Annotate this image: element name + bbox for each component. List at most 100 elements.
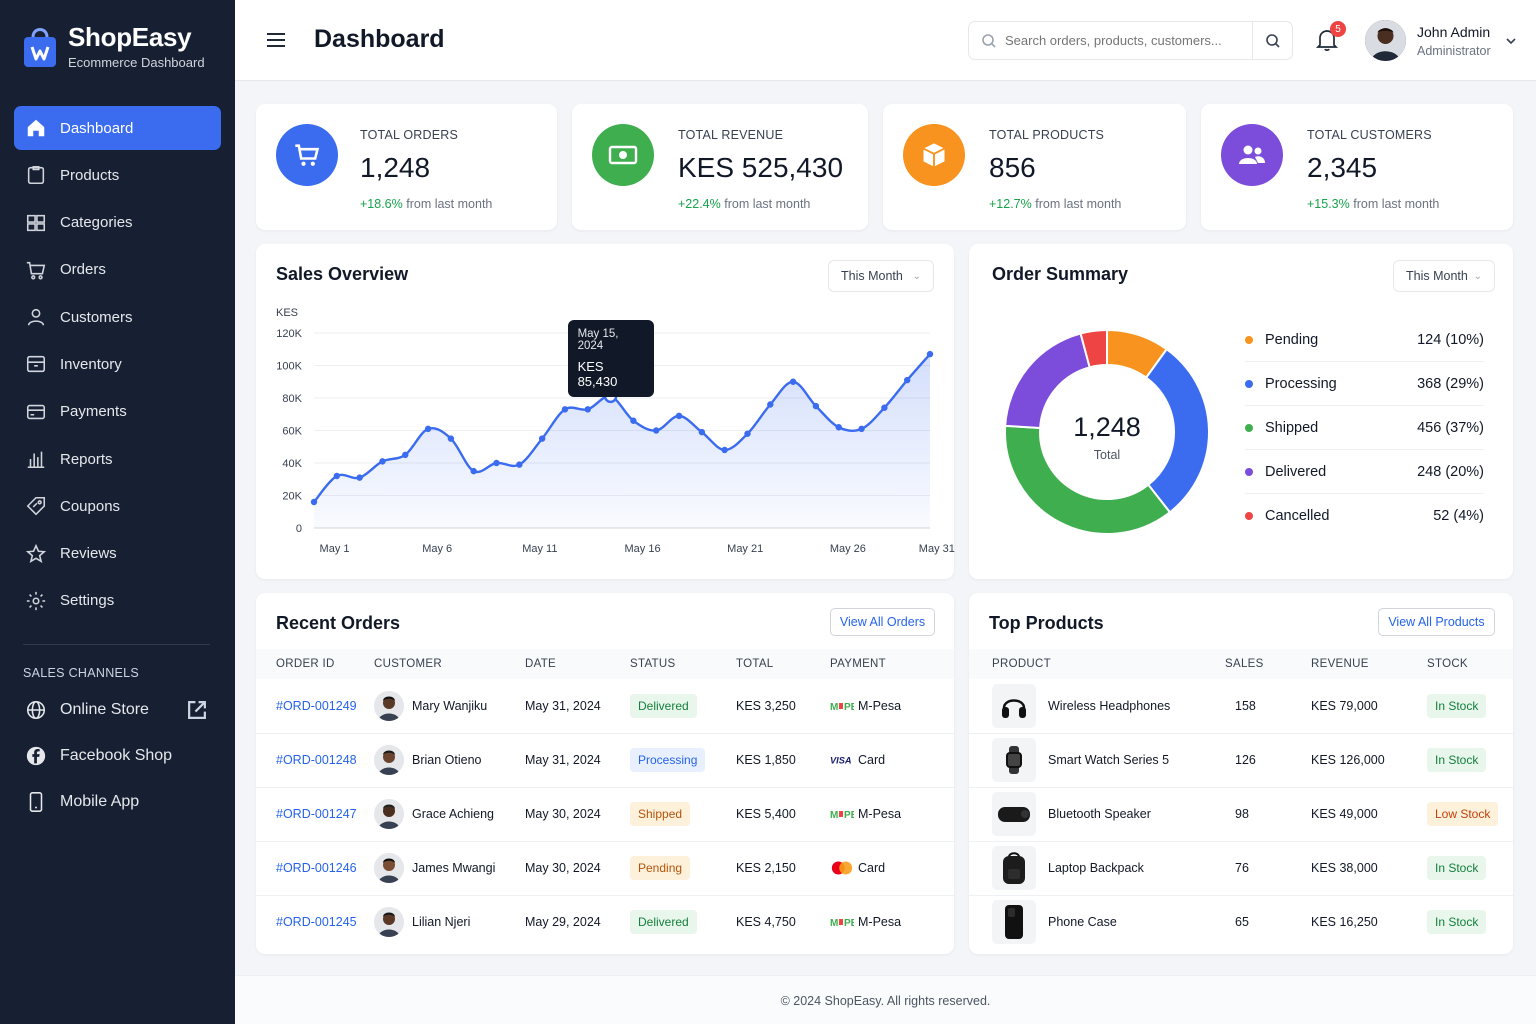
external-link-icon[interactable] (186, 699, 208, 721)
sales-overview-title: Sales Overview (276, 264, 409, 284)
y-tick-label: 0 (296, 523, 302, 535)
sidebar-item-payments[interactable]: Payments (14, 390, 221, 434)
search-button[interactable] (1252, 22, 1292, 59)
sales-chart[interactable]: KES 0 20K 40K 60K 80K 100K 120K May 1 May 6 May 11… (256, 244, 955, 579)
sidebar-item-dashboard[interactable]: Dashboard (14, 106, 221, 150)
order-range-select[interactable]: This Month ⌄ (1393, 260, 1495, 292)
y-tick-label: 80K (282, 393, 302, 405)
payment-method: Card (858, 861, 886, 875)
payment-method: M-Pesa (858, 915, 902, 930)
column-header: TOTAL (736, 649, 830, 679)
revenue-cell: KES 16,250 (1311, 915, 1378, 930)
column-header: DATE (525, 649, 630, 679)
data-point (561, 406, 569, 413)
table-row[interactable]: #ORD-001246 James Mwangi May 30, 2024 Pendi… (256, 841, 954, 896)
legend-item-shipped: Shipped 456 (37%) (1245, 406, 1484, 450)
stock-cell: In Stock (1427, 679, 1513, 734)
table-row[interactable]: Bluetooth Speaker 98 KES 49,000 Low Stock (969, 787, 1513, 842)
order-id-link[interactable]: #ORD-001246 (276, 861, 357, 875)
svg-text:PESA: PESA (844, 918, 854, 929)
stat-card-total-products: TOTAL PRODUCTS 856 +12.7% from last mont… (883, 104, 1186, 230)
brand-subtitle: Ecommerce Dashboard (68, 55, 205, 70)
sidebar-item-customers[interactable]: Customers (14, 295, 221, 339)
headphones-icon (992, 683, 1036, 728)
avatar (374, 853, 404, 883)
legend-value: 124 (10%) (1417, 331, 1484, 348)
donut-slice-cancelled[interactable] (1079, 328, 1108, 369)
table-row[interactable]: #ORD-001248 Brian Otieno May 31, 2024 Proce… (256, 733, 954, 788)
product-name: Phone Case (1048, 915, 1117, 930)
notifications-button[interactable]: 5 (1315, 21, 1346, 53)
tooltip-date: May 15, 2024 (577, 328, 619, 352)
brand[interactable]: ShopEasy Ecommerce Dashboard (22, 22, 205, 70)
tooltip-value: KES 85,430 (577, 359, 618, 389)
customer-name: Brian Otieno (412, 753, 482, 767)
date-cell: May 31, 2024 (525, 733, 630, 788)
table-row[interactable]: Phone Case 65 KES 16,250 In Stock (969, 895, 1513, 949)
status-badge: Shipped (630, 802, 691, 826)
clipboard-icon (27, 166, 45, 185)
avatar (374, 690, 404, 721)
order-donut-chart[interactable] (997, 322, 1217, 542)
order-id-link[interactable]: #ORD-001245 (276, 915, 357, 930)
data-point (698, 428, 706, 436)
channel-facebook-shop[interactable]: Facebook Shop (14, 734, 221, 778)
order-id-link[interactable]: #ORD-001248 (276, 753, 357, 767)
table-row[interactable]: #ORD-001249 Mary Wanjiku May 31, 2024 Deliv… (256, 679, 954, 734)
revenue-cell: KES 79,000 (1311, 679, 1427, 734)
sidebar-item-categories[interactable]: Categories (14, 201, 221, 245)
legend-dot (1245, 423, 1253, 432)
table-row[interactable]: Wireless Headphones 158 KES 79,000 In Stock (969, 679, 1513, 734)
product-name: Laptop Backpack (1048, 861, 1144, 875)
sales-range-select[interactable]: This Month ⌄ (828, 260, 934, 292)
sidebar-item-reviews[interactable]: Reviews (14, 532, 221, 576)
data-point (310, 498, 318, 506)
star-icon (25, 543, 47, 563)
legend-value: 52 (4%) (1433, 508, 1484, 524)
table-row[interactable]: #ORD-001247 Grace Achieng May 30, 2024 Ship… (256, 787, 954, 842)
sidebar-item-products[interactable]: Products (14, 153, 221, 197)
stock-badge: In Stock (1427, 693, 1487, 718)
top-header: Dashboard 5 John Admin Administrator (235, 0, 1536, 81)
sidebar-item-label: Inventory (60, 355, 122, 373)
backpack-icon (992, 846, 1036, 890)
total-cell: KES 3,250 (736, 679, 830, 734)
data-point (903, 376, 911, 384)
sidebar-item-orders[interactable]: Orders (14, 248, 221, 292)
sidebar-item-coupons[interactable]: Coupons (14, 484, 221, 528)
data-point (584, 406, 591, 413)
table-row[interactable]: Laptop Backpack 76 KES 38,000 In Stock (969, 841, 1513, 896)
channel-mobile-app[interactable]: Mobile App (14, 780, 221, 824)
bar-chart-icon (27, 451, 45, 469)
hamburger-menu-icon[interactable] (265, 30, 287, 50)
payment-method: Card (858, 753, 886, 767)
stock-badge: In Stock (1427, 856, 1487, 880)
recent-orders-title: Recent Orders (276, 613, 401, 633)
mpesa-icon: M PESA (830, 702, 854, 713)
view-all-products-button[interactable]: View All Products (1378, 608, 1495, 636)
payment-icon: VISA (830, 752, 854, 768)
avatar (374, 745, 404, 775)
order-id-cell: #ORD-001246 (256, 841, 374, 896)
channel-online-store[interactable]: Online Store (14, 688, 221, 732)
table-row[interactable]: #ORD-001245 Lilian Njeri May 29, 2024 Deliv… (256, 895, 954, 949)
view-all-orders-button[interactable]: View All Orders (830, 608, 935, 636)
search-input[interactable] (1005, 33, 1245, 48)
stat-value: 856 (989, 152, 1036, 183)
order-id-link[interactable]: #ORD-001247 (276, 807, 357, 821)
legend-label: Processing (1265, 375, 1337, 392)
select-value: This Month (1406, 269, 1468, 283)
order-id-link[interactable]: #ORD-001249 (276, 698, 357, 713)
sidebar-item-settings[interactable]: Settings (14, 579, 221, 623)
visa-icon: VISA (830, 756, 852, 766)
table-row[interactable]: Smart Watch Series 5 126 KES 126,000 In Sto… (969, 733, 1513, 788)
sidebar-item-inventory[interactable]: Inventory (14, 342, 221, 386)
payment-method: M-Pesa (858, 698, 902, 713)
donut-slice-shipped[interactable] (1004, 424, 1172, 535)
data-point (858, 425, 865, 433)
stock-cell: In Stock (1427, 895, 1513, 949)
date-cell: May 29, 2024 (525, 915, 601, 930)
sidebar-item-reports[interactable]: Reports (14, 437, 221, 481)
x-tick-label: May 31 (919, 543, 955, 555)
user-menu[interactable]: John Admin Administrator (1365, 20, 1517, 61)
